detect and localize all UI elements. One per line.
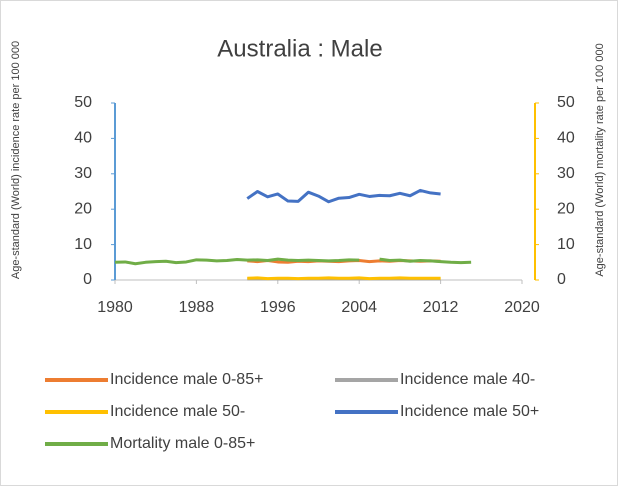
x-tick-label: 1980 [97, 299, 133, 316]
legend-label: Incidence male 40- [400, 371, 535, 388]
y-tick-label: 20 [74, 200, 92, 217]
legend-label: Incidence male 0-85+ [110, 371, 263, 388]
series-line [247, 276, 441, 281]
y-axis-label: Age-standard (World) incidence rate per … [10, 41, 22, 279]
x-tick-label: 2012 [423, 299, 459, 316]
y2-tick-label: 30 [557, 165, 575, 182]
y-tick-label: 0 [83, 271, 92, 288]
y2-tick-label: 0 [557, 271, 566, 288]
y-tick-label: 30 [74, 165, 92, 182]
legend-label: Mortality male 0-85+ [110, 435, 255, 452]
x-tick-label: 1996 [260, 299, 296, 316]
x-tick-label: 1988 [179, 299, 215, 316]
y2-tick-label: 10 [557, 236, 575, 253]
x-tick-label: 2004 [341, 299, 377, 316]
chart-title: Australia : Male [217, 35, 382, 62]
y-tick-label: 10 [74, 236, 92, 253]
y-tick-label: 40 [74, 130, 92, 147]
y-tick-label: 50 [74, 94, 92, 111]
y2-axis-label: Age-standard (World) mortality rate per … [594, 43, 606, 276]
series-line [114, 257, 472, 266]
legend-label: Incidence male 50- [110, 403, 245, 420]
legend-label: Incidence male 50+ [400, 403, 539, 420]
x-tick-label: 2020 [504, 299, 540, 316]
series-line [246, 188, 441, 204]
y2-tick-label: 40 [557, 130, 575, 147]
y2-tick-label: 50 [557, 94, 575, 111]
y2-tick-label: 20 [557, 200, 575, 217]
